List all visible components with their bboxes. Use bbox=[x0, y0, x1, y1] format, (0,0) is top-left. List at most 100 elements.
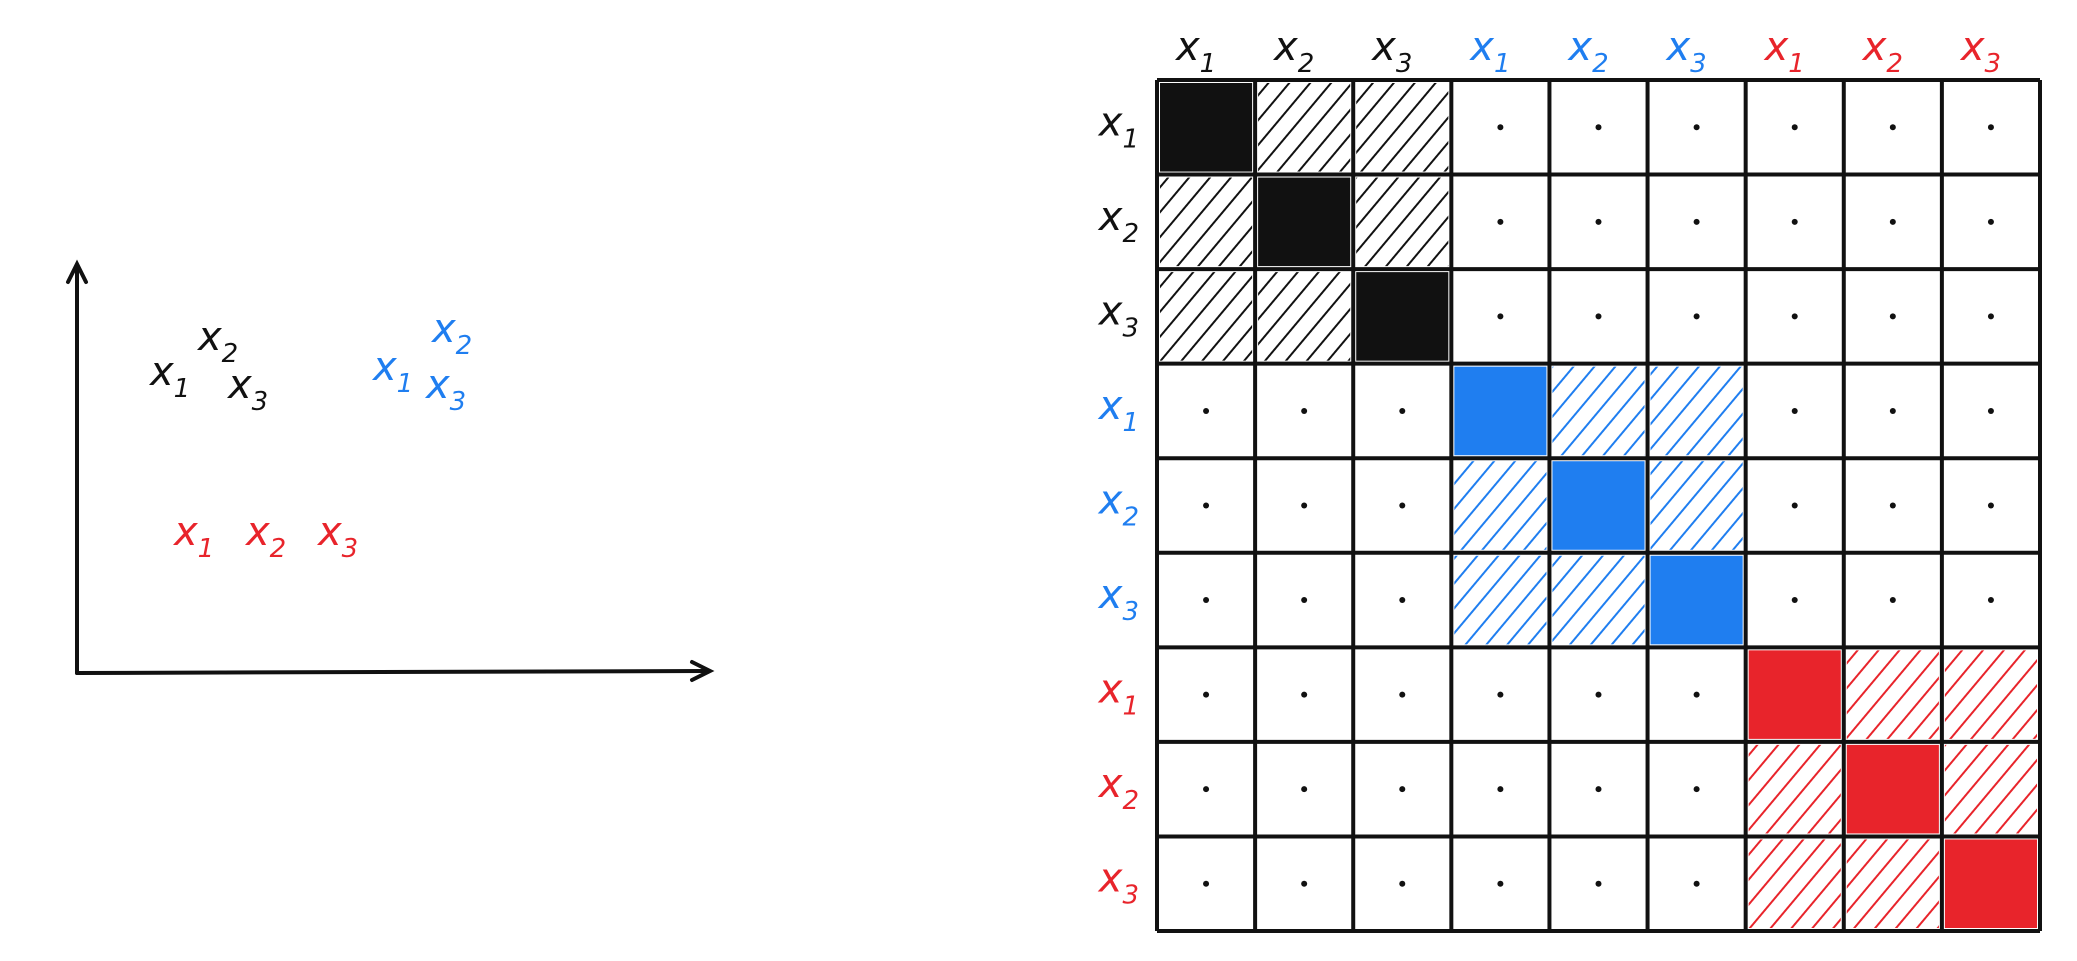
cell-dot bbox=[1889, 407, 1896, 414]
cell-dot bbox=[1497, 124, 1504, 131]
self-cell bbox=[1160, 83, 1253, 172]
cell-dot bbox=[1203, 407, 1210, 414]
label: x2 bbox=[196, 314, 238, 369]
same-group-cell bbox=[1944, 744, 2037, 834]
label-sub: 1 bbox=[1122, 408, 1139, 438]
same-group-cell bbox=[1160, 177, 1253, 267]
self-cell bbox=[1552, 461, 1645, 550]
label: x3 bbox=[424, 362, 466, 417]
label-base: x bbox=[1370, 24, 1396, 70]
cell-dot bbox=[1889, 218, 1896, 225]
label: x3 bbox=[316, 509, 358, 564]
cell-dot bbox=[1987, 597, 1994, 604]
label: x2 bbox=[1097, 761, 1139, 816]
cell-dot bbox=[1987, 124, 1994, 131]
self-cell bbox=[1748, 650, 1841, 739]
label-base: x bbox=[226, 362, 252, 408]
label-base: x bbox=[172, 509, 198, 555]
label-base: x bbox=[1665, 24, 1691, 70]
cell-dot bbox=[1301, 786, 1308, 793]
label-sub: 1 bbox=[1788, 49, 1805, 79]
cell-dot bbox=[1889, 313, 1896, 320]
label-sub: 3 bbox=[1122, 597, 1139, 627]
cell-dot bbox=[1987, 218, 1994, 225]
cell-dot bbox=[1693, 218, 1700, 225]
self-cell bbox=[1258, 177, 1351, 267]
cell-dot bbox=[1399, 502, 1406, 509]
label: x3 bbox=[1370, 24, 1412, 79]
cell-dot bbox=[1497, 218, 1504, 225]
label-base: x bbox=[1097, 383, 1123, 429]
cell-dot bbox=[1595, 691, 1602, 698]
same-group-cell bbox=[1846, 839, 1939, 928]
cell-dot bbox=[1595, 313, 1602, 320]
same-group-cell bbox=[1160, 272, 1253, 361]
label: x1 bbox=[172, 509, 214, 564]
label-sub: 1 bbox=[1494, 49, 1511, 79]
label-base: x bbox=[316, 509, 342, 555]
cell-dot bbox=[1301, 880, 1308, 887]
cell-dot bbox=[1791, 597, 1798, 604]
label-base: x bbox=[424, 362, 450, 408]
label: x3 bbox=[226, 362, 268, 417]
label-base: x bbox=[1097, 761, 1123, 807]
same-group-cell bbox=[1552, 366, 1645, 456]
label-sub: 2 bbox=[1122, 503, 1139, 533]
label-sub: 3 bbox=[450, 387, 467, 417]
same-group-cell bbox=[1748, 744, 1841, 834]
label: x1 bbox=[1097, 99, 1139, 154]
label-sub: 3 bbox=[1122, 881, 1139, 911]
label: x2 bbox=[244, 509, 286, 564]
label: x2 bbox=[430, 306, 472, 361]
label-base: x bbox=[1097, 572, 1123, 618]
label-sub: 3 bbox=[1985, 49, 2002, 79]
label: x3 bbox=[1665, 24, 1707, 79]
label: x1 bbox=[371, 344, 413, 399]
label-base: x bbox=[371, 344, 397, 390]
label-base: x bbox=[1097, 288, 1123, 334]
cell-dot bbox=[1595, 880, 1602, 887]
label-base: x bbox=[148, 349, 174, 395]
cell-dot bbox=[1203, 502, 1210, 509]
self-cell bbox=[1356, 272, 1449, 361]
cell-dot bbox=[1791, 407, 1798, 414]
label-base: x bbox=[1097, 856, 1123, 902]
label-base: x bbox=[1959, 24, 1985, 70]
cell-dot bbox=[1399, 786, 1406, 793]
same-group-cell bbox=[1552, 555, 1645, 645]
same-group-cell bbox=[1356, 83, 1449, 172]
cell-dot bbox=[1693, 691, 1700, 698]
cell-dot bbox=[1595, 218, 1602, 225]
same-group-cell bbox=[1258, 83, 1351, 172]
label-base: x bbox=[430, 306, 456, 352]
cell-dot bbox=[1987, 313, 1994, 320]
cell-dot bbox=[1399, 880, 1406, 887]
cell-dot bbox=[1399, 597, 1406, 604]
same-group-cell bbox=[1650, 366, 1743, 456]
label-base: x bbox=[1272, 24, 1298, 70]
self-cell bbox=[1650, 555, 1743, 645]
label-sub: 2 bbox=[222, 339, 239, 369]
cell-dot bbox=[1987, 407, 1994, 414]
cell-dot bbox=[1203, 880, 1210, 887]
label-sub: 2 bbox=[1298, 49, 1315, 79]
cell-dot bbox=[1595, 786, 1602, 793]
same-group-cell bbox=[1846, 650, 1939, 739]
label-sub: 3 bbox=[342, 534, 359, 564]
label-base: x bbox=[1566, 24, 1592, 70]
label-sub: 3 bbox=[1690, 49, 1707, 79]
label-sub: 1 bbox=[174, 374, 191, 404]
label-base: x bbox=[1097, 478, 1123, 524]
label: x2 bbox=[1097, 478, 1139, 533]
cell-dot bbox=[1399, 407, 1406, 414]
same-group-cell bbox=[1748, 839, 1841, 928]
label-sub: 1 bbox=[198, 534, 215, 564]
label-sub: 2 bbox=[1122, 786, 1139, 816]
label-sub: 2 bbox=[1592, 49, 1609, 79]
x-axis bbox=[75, 669, 708, 675]
cell-dot bbox=[1203, 786, 1210, 793]
cell-dot bbox=[1301, 597, 1308, 604]
label: x1 bbox=[1174, 24, 1216, 79]
